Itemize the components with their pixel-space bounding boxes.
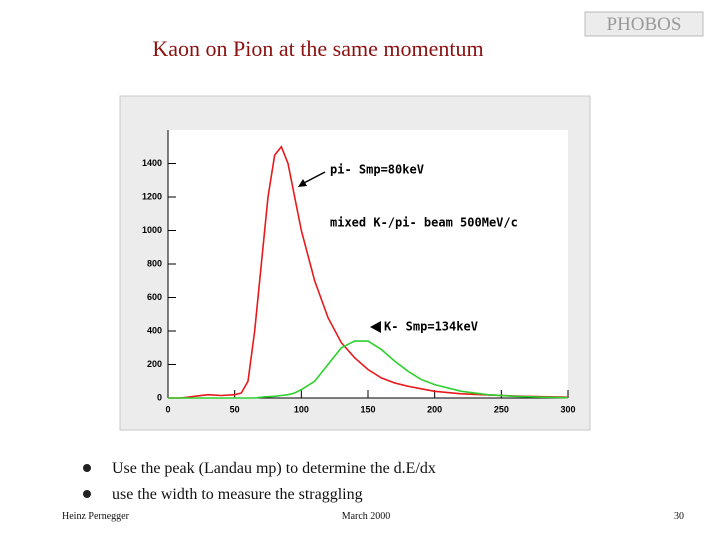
footer-author: Heinz Pernegger bbox=[62, 511, 130, 522]
x-tick-label: 0 bbox=[165, 404, 170, 414]
y-tick-label: 1000 bbox=[142, 225, 162, 235]
annotation: K- Smp=134keV bbox=[384, 320, 478, 334]
footer-date: March 2000 bbox=[342, 511, 391, 522]
logo-box bbox=[584, 11, 704, 37]
page-number: 30 bbox=[674, 511, 684, 522]
y-tick-label: 1400 bbox=[142, 158, 162, 168]
x-tick-label: 250 bbox=[494, 404, 509, 414]
annotation: pi- Smp=80keV bbox=[330, 163, 424, 177]
bullet-icon bbox=[83, 490, 91, 498]
bullet: use the width to measure the straggling bbox=[112, 486, 363, 503]
data-line bbox=[168, 340, 569, 399]
y-tick-label: 600 bbox=[147, 292, 162, 302]
y-tick-label: 400 bbox=[147, 325, 162, 335]
logo: PHOBOS bbox=[607, 14, 682, 35]
arrow-head bbox=[370, 321, 381, 333]
y-tick-label: 0 bbox=[157, 392, 162, 402]
plot: 0 200 400 600 800 1000 1200 1400 0 50 100 150 200 250… bbox=[142, 145, 576, 414]
plot-area bbox=[168, 130, 568, 398]
x-tick-label: 300 bbox=[560, 404, 575, 414]
x-tick-label: 150 bbox=[360, 404, 375, 414]
slide-title: Kaon on Pion at the same momentum bbox=[152, 36, 483, 61]
annotation: mixed K-/pi- beam 500MeV/c bbox=[330, 216, 518, 230]
y-tick-label: 800 bbox=[147, 258, 162, 268]
x-tick-label: 50 bbox=[230, 404, 240, 414]
bullet-icon bbox=[83, 464, 91, 472]
arrow bbox=[301, 171, 326, 185]
x-tick-label: 100 bbox=[294, 404, 309, 414]
y-tick-label: 1200 bbox=[142, 191, 162, 201]
x-tick-label: 200 bbox=[427, 404, 442, 414]
arrow-head bbox=[298, 179, 307, 187]
bullet: Use the peak (Landau mp) to determine th… bbox=[112, 460, 436, 477]
data-line bbox=[168, 145, 569, 399]
y-tick-label: 200 bbox=[147, 359, 162, 369]
